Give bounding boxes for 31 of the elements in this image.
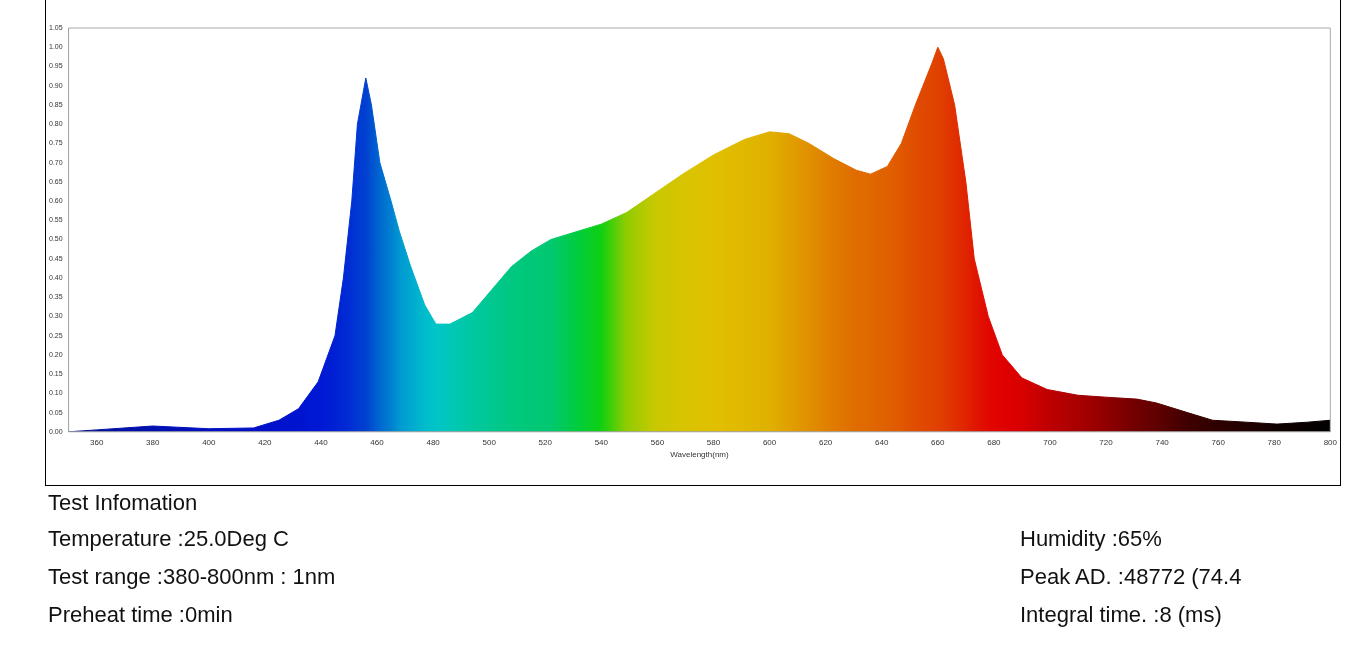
- x-tick-label: 560: [650, 437, 665, 447]
- x-tick-label: 460: [370, 437, 385, 447]
- x-tick-label: 600: [762, 437, 777, 447]
- x-axis-title: Wavelength(nm): [670, 450, 730, 460]
- x-tick-label: 760: [1211, 437, 1226, 447]
- x-tick-label: 700: [1043, 437, 1058, 447]
- x-tick-label: 680: [987, 437, 1002, 447]
- x-tick-label: 540: [594, 437, 609, 447]
- x-tick-label: 400: [202, 437, 217, 447]
- x-tick-label: 800: [1323, 437, 1338, 447]
- text: Test Infomation: [48, 490, 199, 516]
- text: Peak AD. :48772 (74.4: [1020, 564, 1243, 590]
- x-tick-label: 500: [482, 437, 497, 447]
- text: Preheat time :0min: [48, 602, 234, 628]
- text: Humidity :65%: [1020, 526, 1163, 552]
- text: Test range :380-800nm : 1nm: [48, 564, 337, 590]
- x-tick-label: 620: [818, 437, 833, 447]
- x-tick-label: 380: [146, 437, 160, 447]
- x-tick-label: 360: [89, 437, 104, 447]
- x-tick-label: 580: [706, 437, 721, 447]
- x-tick-label: 740: [1155, 437, 1170, 447]
- text: Temperature :25.0Deg C: [48, 526, 290, 552]
- x-tick-label: 520: [538, 437, 553, 447]
- text: Integral time. :8 (ms): [1020, 602, 1223, 628]
- x-tick-label: 660: [931, 437, 946, 447]
- x-tick-label: 640: [875, 437, 889, 447]
- x-tick-label: 720: [1099, 437, 1114, 447]
- x-tick-label: 440: [314, 437, 329, 447]
- x-tick-label: 480: [426, 437, 441, 447]
- x-tick-label: 420: [258, 437, 273, 447]
- x-tick-label: 780: [1267, 437, 1282, 447]
